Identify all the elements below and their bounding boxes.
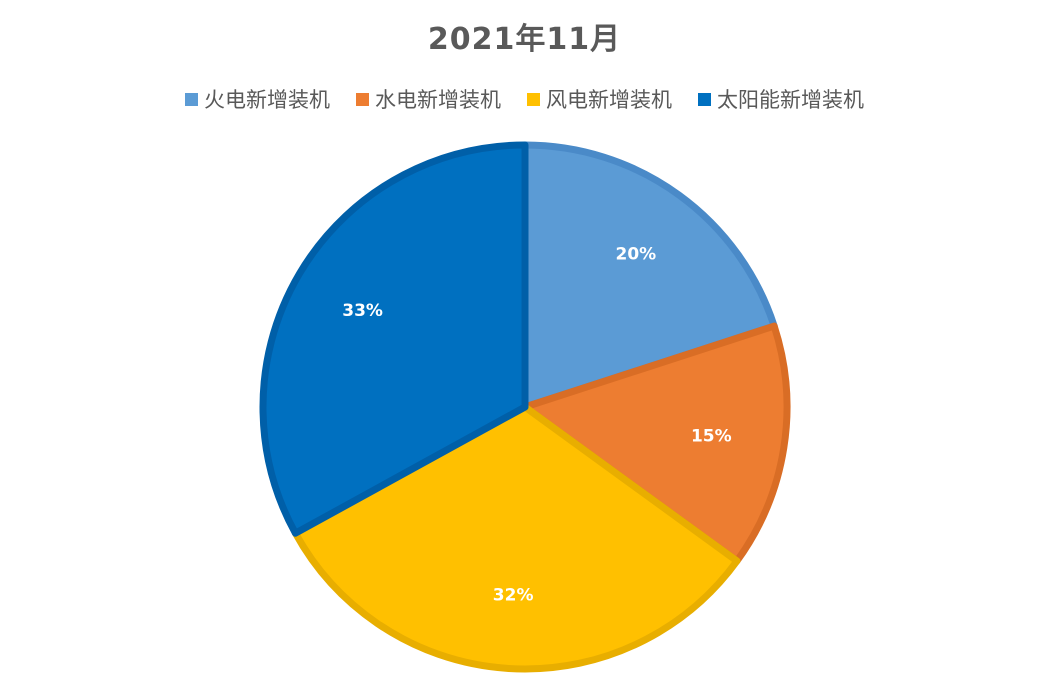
- data-label-hydro: 15%: [691, 427, 732, 447]
- pie-slice-wind: [291, 403, 741, 673]
- legend-item-hydro: 水电新增装机: [356, 84, 501, 114]
- legend-swatch-hydro: [356, 92, 369, 106]
- legend-item-thermal: 火电新增装机: [185, 84, 330, 114]
- data-label-solar: 33%: [342, 301, 383, 321]
- legend-swatch-thermal: [185, 92, 198, 106]
- pie-slice-thermal: [521, 141, 778, 411]
- chart-title: 2021年11月: [427, 22, 622, 57]
- legend-label-thermal: 火电新增装机: [204, 88, 330, 112]
- pie-slice-hydro: [521, 322, 791, 565]
- legend-swatch-solar: [698, 92, 711, 106]
- legend-label-hydro: 水电新增装机: [375, 88, 501, 112]
- legend-label-wind: 风电新增装机: [546, 88, 672, 112]
- legend-item-wind: 风电新增装机: [527, 84, 672, 114]
- legend-swatch-wind: [527, 92, 540, 106]
- legend-item-solar: 太阳能新增装机: [698, 84, 864, 114]
- pie-slice-solar: [259, 141, 529, 537]
- legend-label-solar: 太阳能新增装机: [717, 88, 864, 112]
- data-label-thermal: 20%: [616, 244, 657, 264]
- data-label-wind: 32%: [493, 585, 534, 605]
- chart-legend: 火电新增装机 水电新增装机 风电新增装机 太阳能新增装机: [0, 84, 1049, 114]
